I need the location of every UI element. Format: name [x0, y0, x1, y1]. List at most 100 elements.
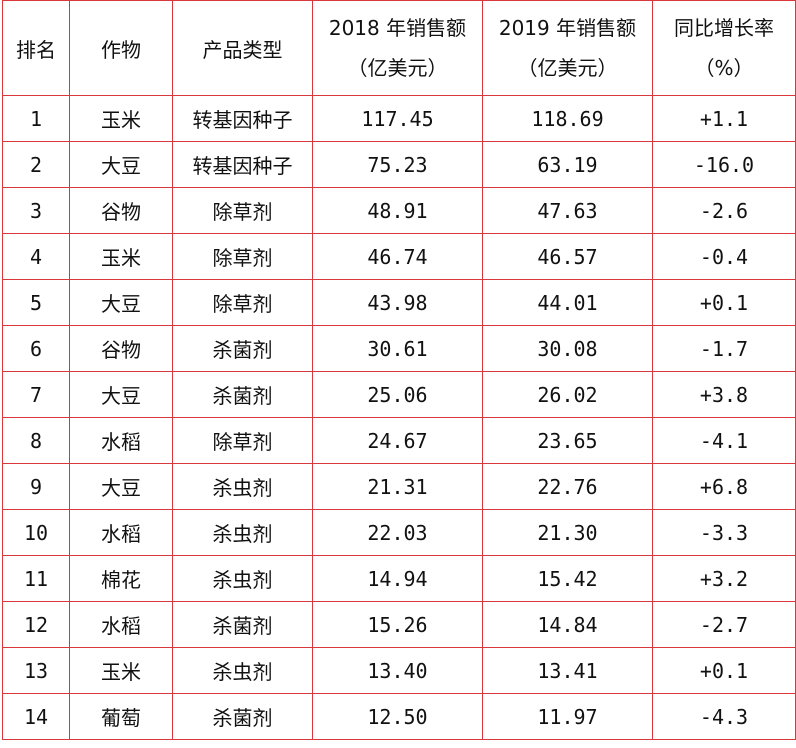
cell-product-type: 杀虫剂: [172, 509, 313, 556]
cell-sales-2019: 14.84: [482, 601, 653, 648]
cell-sales-2018: 22.03: [312, 509, 483, 556]
header-growth-title: 同比增长率: [674, 16, 774, 40]
table-row: 5 大豆 除草剂 43.98 44.01 +0.1: [2, 279, 796, 326]
cell-crop: 水稻: [69, 509, 173, 556]
cell-growth-rate: +1.1: [652, 95, 796, 142]
cell-sales-2018: 14.94: [312, 555, 483, 602]
table-row: 14 葡萄 杀菌剂 12.50 11.97 -4.3: [2, 693, 796, 740]
cell-growth-rate: +6.8: [652, 463, 796, 510]
header-row: 排名 作物 产品类型 2018 年销售额 （亿美元） 2019 年销售额 （亿美…: [2, 0, 796, 96]
table-row: 10 水稻 杀虫剂 22.03 21.30 -3.3: [2, 509, 796, 556]
cell-sales-2018: 75.23: [312, 141, 483, 188]
cell-product-type: 杀菌剂: [172, 325, 313, 372]
cell-sales-2019: 46.57: [482, 233, 653, 280]
cell-product-type: 除草剂: [172, 279, 313, 326]
cell-sales-2019: 11.97: [482, 693, 653, 740]
cell-sales-2018: 48.91: [312, 187, 483, 234]
cell-growth-rate: -1.7: [652, 325, 796, 372]
cell-growth-rate: -4.3: [652, 693, 796, 740]
cell-sales-2018: 24.67: [312, 417, 483, 464]
cell-sales-2018: 13.40: [312, 647, 483, 694]
cell-sales-2019: 30.08: [482, 325, 653, 372]
cell-sales-2019: 47.63: [482, 187, 653, 234]
cell-rank: 10: [2, 509, 70, 556]
cell-sales-2019: 63.19: [482, 141, 653, 188]
cell-rank: 8: [2, 417, 70, 464]
table-row: 2 大豆 转基因种子 75.23 63.19 -16.0: [2, 141, 796, 188]
cell-sales-2018: 43.98: [312, 279, 483, 326]
cell-sales-2018: 46.74: [312, 233, 483, 280]
cell-product-type: 除草剂: [172, 417, 313, 464]
cell-sales-2018: 117.45: [312, 95, 483, 142]
cell-sales-2019: 44.01: [482, 279, 653, 326]
table-row: 11 棉花 杀虫剂 14.94 15.42 +3.2: [2, 555, 796, 602]
table-row: 9 大豆 杀虫剂 21.31 22.76 +6.8: [2, 463, 796, 510]
cell-crop: 水稻: [69, 417, 173, 464]
cell-product-type: 转基因种子: [172, 141, 313, 188]
cell-growth-rate: +0.1: [652, 647, 796, 694]
cell-crop: 大豆: [69, 371, 173, 418]
table-header: 排名 作物 产品类型 2018 年销售额 （亿美元） 2019 年销售额 （亿美…: [2, 0, 796, 96]
cell-crop: 谷物: [69, 187, 173, 234]
cell-sales-2018: 21.31: [312, 463, 483, 510]
table-row: 4 玉米 除草剂 46.74 46.57 -0.4: [2, 233, 796, 280]
table-row: 1 玉米 转基因种子 117.45 118.69 +1.1: [2, 95, 796, 142]
cell-product-type: 杀菌剂: [172, 693, 313, 740]
cell-growth-rate: -16.0: [652, 141, 796, 188]
cell-rank: 7: [2, 371, 70, 418]
cell-product-type: 杀虫剂: [172, 555, 313, 602]
header-sales-2019-unit: （亿美元）: [517, 56, 618, 80]
cell-sales-2019: 22.76: [482, 463, 653, 510]
cell-sales-2019: 13.41: [482, 647, 653, 694]
cell-sales-2019: 26.02: [482, 371, 653, 418]
cell-crop: 大豆: [69, 141, 173, 188]
header-sales-2018: 2018 年销售额 （亿美元）: [312, 0, 483, 96]
cell-rank: 9: [2, 463, 70, 510]
cell-sales-2019: 118.69: [482, 95, 653, 142]
table-row: 12 水稻 杀菌剂 15.26 14.84 -2.7: [2, 601, 796, 648]
cell-crop: 玉米: [69, 647, 173, 694]
cell-growth-rate: +0.1: [652, 279, 796, 326]
cell-product-type: 杀虫剂: [172, 463, 313, 510]
cell-crop: 大豆: [69, 463, 173, 510]
cell-growth-rate: +3.2: [652, 555, 796, 602]
header-sales-2019-title: 2019 年销售额: [498, 16, 637, 40]
cell-rank: 6: [2, 325, 70, 372]
cell-sales-2019: 21.30: [482, 509, 653, 556]
header-product-type: 产品类型: [172, 0, 313, 96]
table-body: 1 玉米 转基因种子 117.45 118.69 +1.1 2 大豆 转基因种子 75.23 63.…: [2, 95, 796, 740]
header-sales-2018-title: 2018 年销售额: [328, 16, 467, 40]
cell-rank: 3: [2, 187, 70, 234]
cell-product-type: 杀菌剂: [172, 601, 313, 648]
header-rank: 排名: [2, 0, 70, 96]
cell-growth-rate: -4.1: [652, 417, 796, 464]
header-crop: 作物: [69, 0, 173, 96]
cell-product-type: 杀虫剂: [172, 647, 313, 694]
cell-rank: 1: [2, 95, 70, 142]
cell-rank: 2: [2, 141, 70, 188]
cell-sales-2019: 23.65: [482, 417, 653, 464]
cell-crop: 玉米: [69, 95, 173, 142]
table-row: 3 谷物 除草剂 48.91 47.63 -2.6: [2, 187, 796, 234]
cell-product-type: 除草剂: [172, 187, 313, 234]
cell-sales-2018: 30.61: [312, 325, 483, 372]
cell-crop: 谷物: [69, 325, 173, 372]
cell-sales-2019: 15.42: [482, 555, 653, 602]
cell-product-type: 杀菌剂: [172, 371, 313, 418]
cell-sales-2018: 12.50: [312, 693, 483, 740]
cell-rank: 11: [2, 555, 70, 602]
header-sales-2019: 2019 年销售额 （亿美元）: [482, 0, 653, 96]
table-row: 13 玉米 杀虫剂 13.40 13.41 +0.1: [2, 647, 796, 694]
table-row: 8 水稻 除草剂 24.67 23.65 -4.1: [2, 417, 796, 464]
header-sales-2018-unit: （亿美元）: [347, 56, 448, 80]
cell-rank: 12: [2, 601, 70, 648]
cell-growth-rate: -2.7: [652, 601, 796, 648]
cell-crop: 玉米: [69, 233, 173, 280]
cell-sales-2018: 15.26: [312, 601, 483, 648]
cell-growth-rate: +3.8: [652, 371, 796, 418]
cell-sales-2018: 25.06: [312, 371, 483, 418]
page-bottom-edge: [0, 742, 796, 748]
cell-product-type: 转基因种子: [172, 95, 313, 142]
cell-growth-rate: -2.6: [652, 187, 796, 234]
